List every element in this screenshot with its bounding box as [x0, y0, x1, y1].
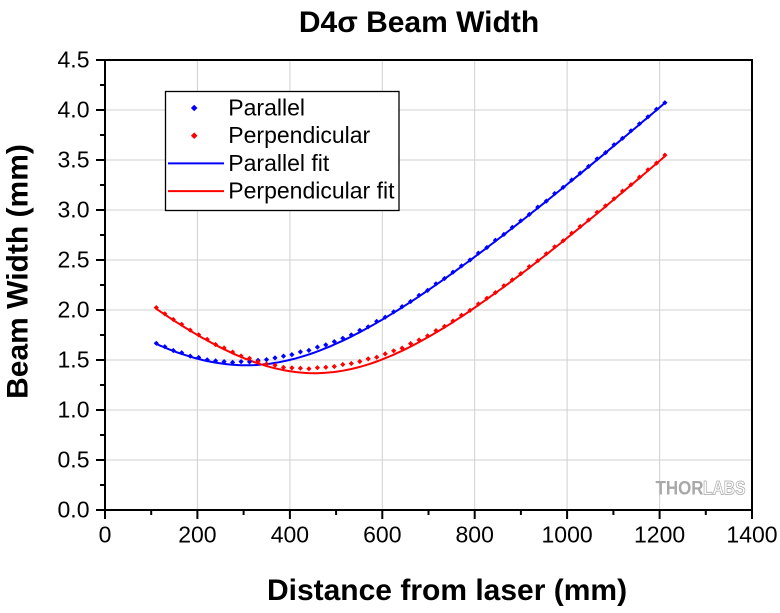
- svg-text:3.5: 3.5: [58, 147, 90, 173]
- svg-text:200: 200: [178, 522, 216, 548]
- svg-text:1.5: 1.5: [58, 347, 90, 373]
- svg-text:2.5: 2.5: [58, 247, 90, 273]
- svg-text:0.5: 0.5: [58, 447, 90, 473]
- svg-text:LABS: LABS: [703, 478, 746, 500]
- svg-text:4.0: 4.0: [58, 97, 90, 123]
- svg-text:1.0: 1.0: [58, 397, 90, 423]
- svg-text:1000: 1000: [542, 522, 593, 548]
- svg-text:Distance from laser (mm): Distance from laser (mm): [267, 574, 627, 607]
- svg-text:Perpendicular: Perpendicular: [228, 122, 370, 148]
- svg-text:1400: 1400: [726, 522, 777, 548]
- svg-text:400: 400: [271, 522, 309, 548]
- svg-text:Parallel fit: Parallel fit: [228, 150, 330, 176]
- svg-text:Beam Width (mm): Beam Width (mm): [2, 144, 35, 399]
- svg-text:0.0: 0.0: [58, 497, 90, 523]
- svg-text:1200: 1200: [634, 522, 685, 548]
- svg-text:Perpendicular fit: Perpendicular fit: [228, 178, 395, 204]
- svg-text:600: 600: [363, 522, 401, 548]
- svg-text:3.0: 3.0: [58, 197, 90, 223]
- svg-text:Parallel: Parallel: [228, 95, 305, 121]
- svg-text:2.0: 2.0: [58, 297, 90, 323]
- svg-text:4.5: 4.5: [58, 47, 90, 73]
- svg-text:800: 800: [456, 522, 494, 548]
- svg-text:0: 0: [99, 522, 112, 548]
- svg-text:THOR: THOR: [656, 478, 704, 500]
- svg-text:D4σ Beam Width: D4σ Beam Width: [299, 6, 539, 39]
